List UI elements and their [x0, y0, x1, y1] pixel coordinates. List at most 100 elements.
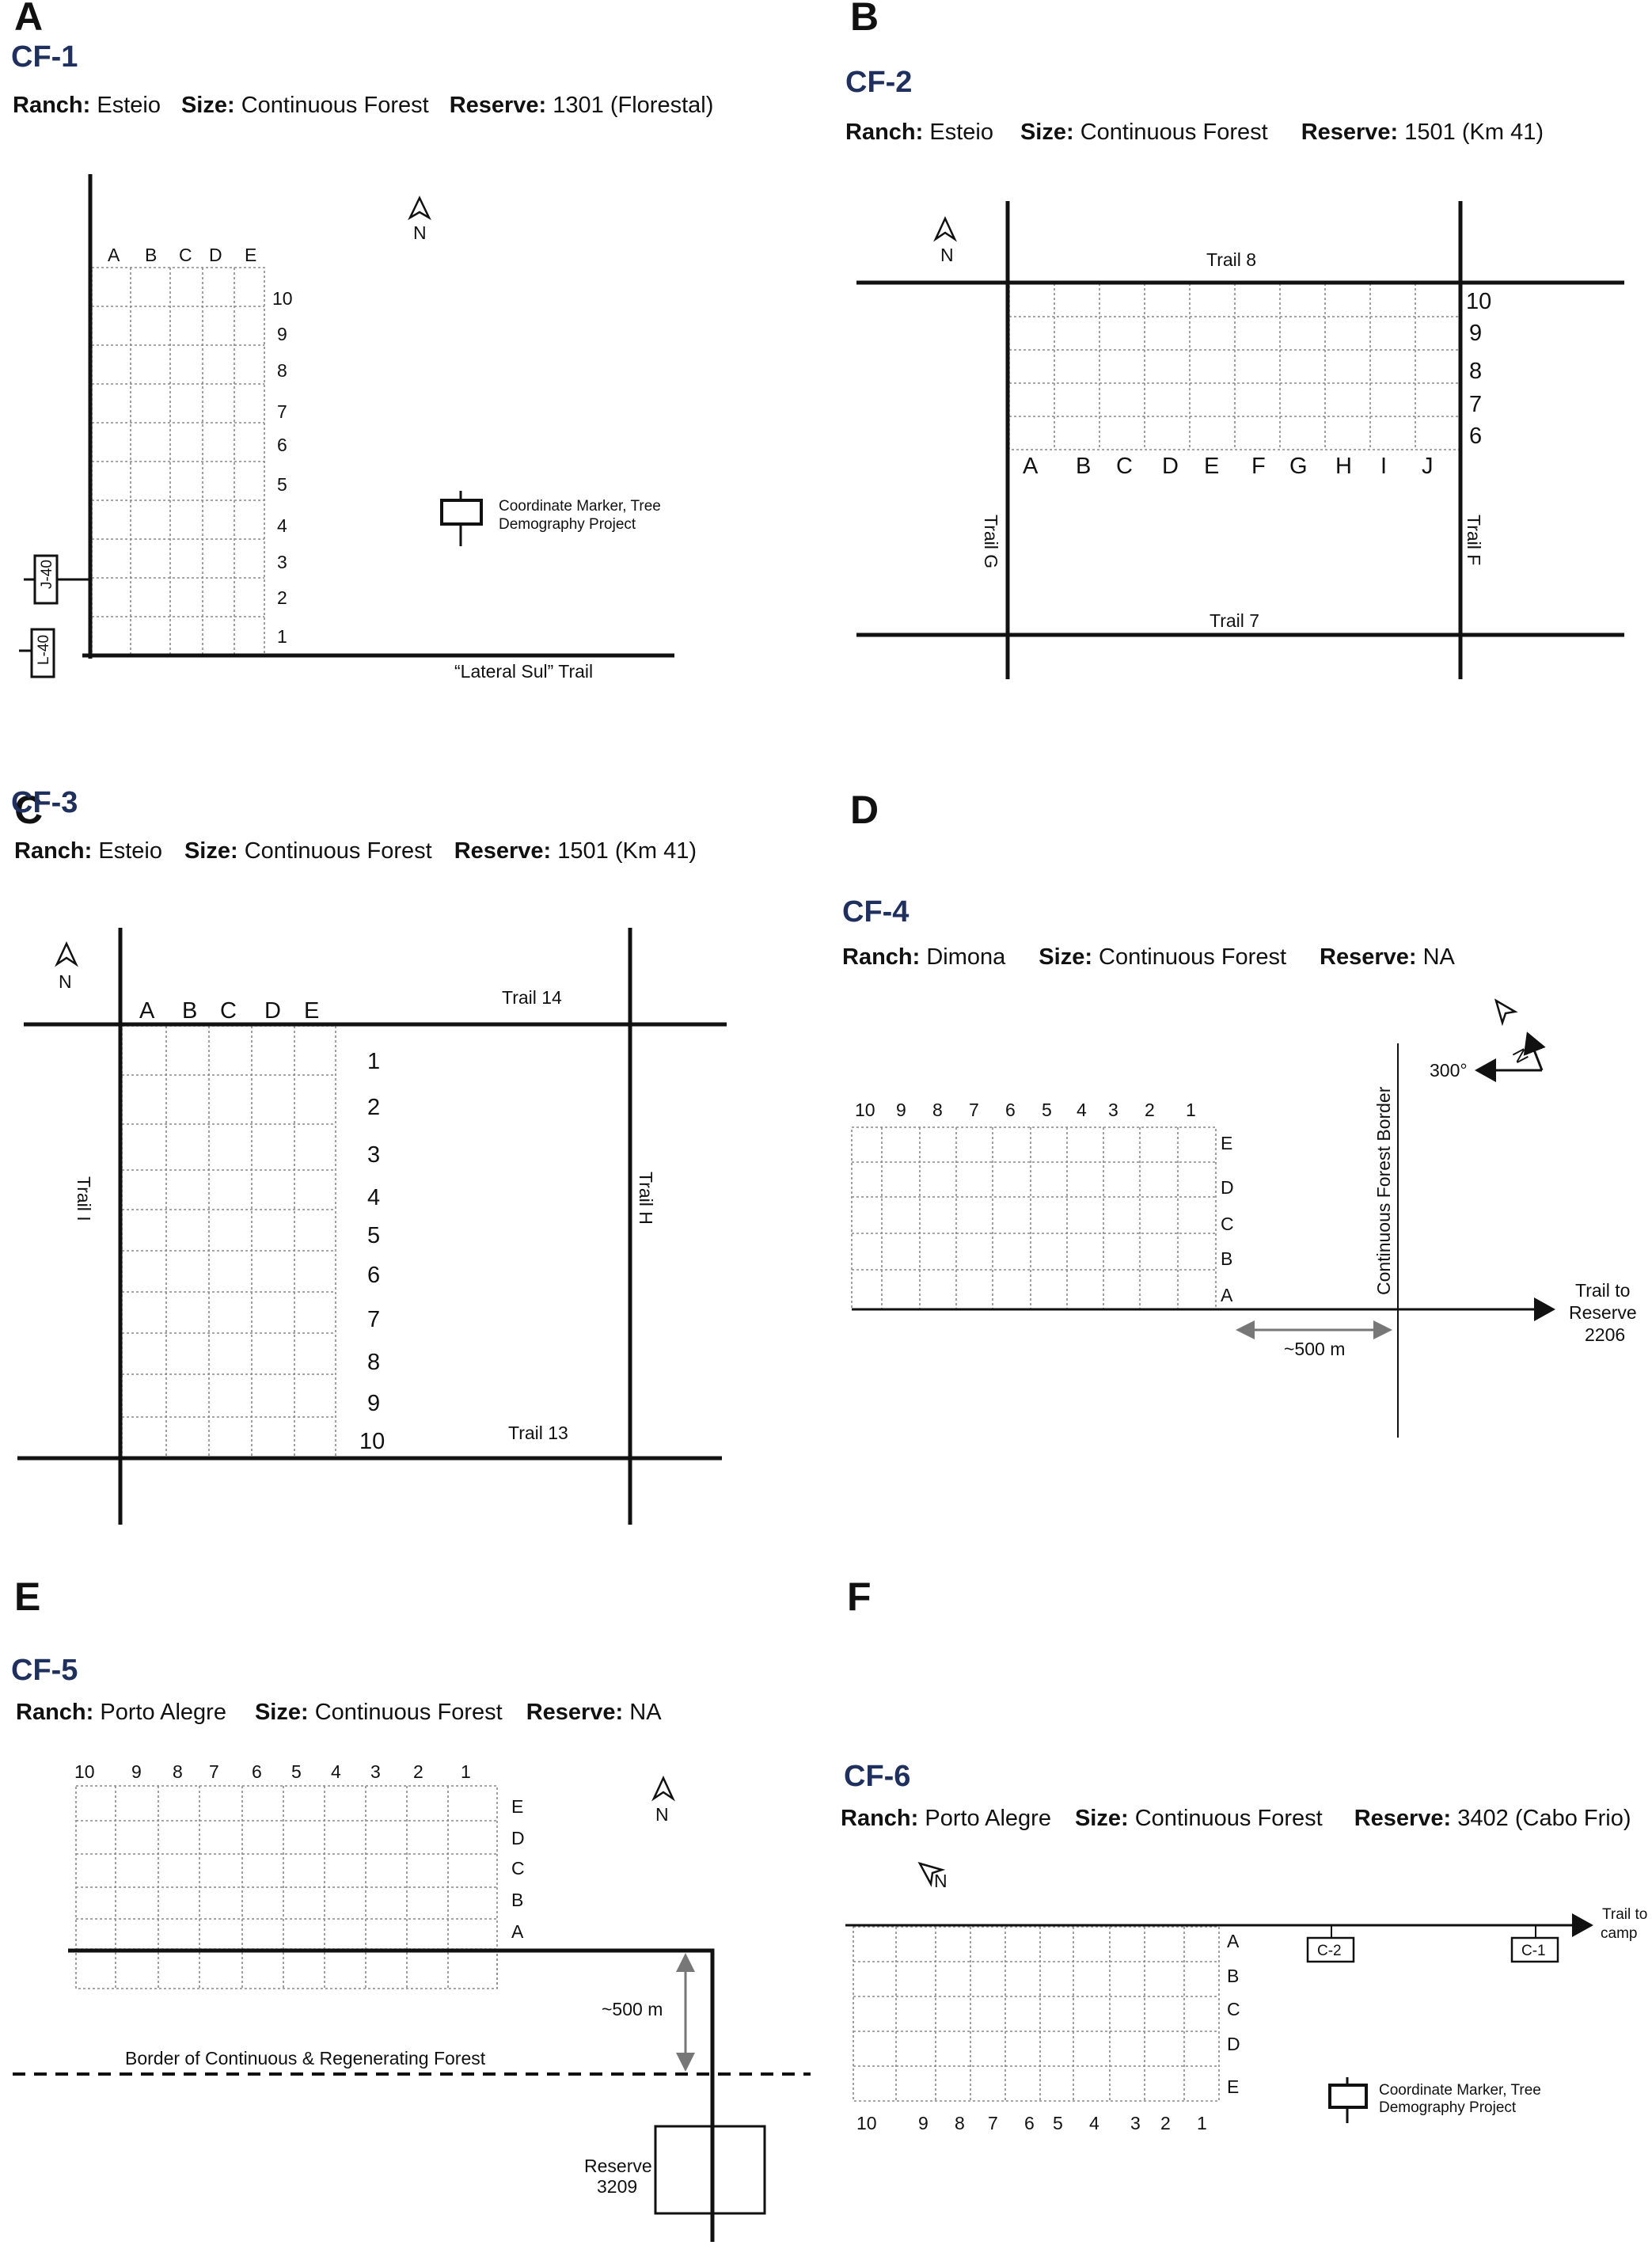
column-label: D [264, 998, 281, 1024]
coordinate-marker-c1: C-1 [1510, 1925, 1559, 1963]
reserve-label: Reserve [584, 2156, 652, 2176]
distance-label: ~500 m [1284, 1339, 1345, 1359]
reserve-label: 3209 [597, 2176, 637, 2197]
row-label: 10 [1466, 289, 1491, 314]
north-arrow-icon [917, 1861, 946, 1887]
column-label: 1 [1186, 1100, 1196, 1120]
north-arrow-icon [55, 941, 78, 967]
trail-label: “Lateral Sul” Trail [454, 661, 593, 682]
row-label: C [1227, 1999, 1240, 2019]
north-bearing-arrow-icon [1523, 1031, 1546, 1071]
panel-letter: D [850, 788, 879, 832]
north-arrow: N [933, 216, 957, 265]
plot-title: CF-1 [11, 40, 78, 74]
trail-label: Trail to [1575, 1280, 1630, 1301]
legend-text: Demography Project [1379, 2099, 1517, 2116]
column-labels: 10 9 8 7 6 5 4 3 2 1 [74, 1761, 471, 1782]
row-labels: 1 2 3 4 5 6 7 8 9 10 [359, 1049, 385, 1454]
plot-title: CF-2 [845, 66, 912, 99]
column-label: 9 [131, 1761, 142, 1782]
row-label: 8 [277, 360, 287, 381]
column-label: 7 [988, 2113, 998, 2133]
panel-e: E CF-5 Ranch: Porto Alegre Size: Continuo… [11, 1575, 811, 2242]
north-arrow: N [651, 1776, 675, 1825]
column-labels: A B C D E [108, 245, 256, 265]
north-label: N [59, 971, 72, 992]
column-labels: A B C D E F G H I J [1023, 454, 1434, 479]
row-label: 2 [277, 587, 287, 608]
column-label: 9 [918, 2113, 929, 2133]
column-label: H [1335, 454, 1352, 479]
plot-grid [851, 1126, 1217, 1310]
column-label: E [304, 998, 319, 1024]
row-label: 3 [277, 552, 287, 572]
column-label: 8 [932, 1100, 943, 1120]
coordinate-marker-icon [1328, 2077, 1368, 2123]
column-label: 1 [461, 1761, 471, 1782]
border-label: Border of Continuous & Regenerating Fore… [125, 2048, 486, 2069]
row-label: 1 [367, 1049, 380, 1074]
row-label: D [511, 1828, 525, 1848]
column-label: B [145, 245, 157, 265]
column-label: 5 [1053, 2113, 1063, 2133]
column-label: B [182, 998, 197, 1024]
row-label: 4 [367, 1185, 380, 1210]
row-label: A [1221, 1285, 1233, 1305]
panel-letter: E [14, 1575, 40, 1619]
legend: Coordinate Marker, Tree Demography Proje… [1328, 2077, 1541, 2123]
row-label: 9 [1469, 321, 1482, 346]
row-labels: A B C D E [1227, 1931, 1240, 2097]
row-label: C [1221, 1214, 1234, 1234]
column-label: B [1076, 454, 1091, 479]
column-label: J [1422, 454, 1434, 479]
column-label: G [1289, 454, 1308, 479]
row-label: 9 [367, 1391, 380, 1416]
legend-text: Demography Project [499, 516, 636, 533]
panel-b: B CF-2 Ranch: Esteio Size: Continuous For… [845, 0, 1624, 679]
column-label: A [1023, 454, 1039, 479]
trail-label: Trail 14 [502, 987, 562, 1008]
north-label: N [413, 222, 427, 243]
plot-grid [121, 1025, 336, 1459]
row-labels: 10 9 8 7 6 5 4 3 2 1 [272, 288, 293, 647]
row-label: 7 [367, 1307, 380, 1332]
north-label: N [1509, 1045, 1533, 1066]
column-label: 5 [291, 1761, 302, 1782]
reserve-box [654, 2125, 766, 2215]
north-arrow-icon [933, 216, 957, 242]
north-arrow [1494, 998, 1518, 1027]
panel-a: A CF-1 Ranch: Esteio Size: Continuous For… [11, 0, 713, 682]
column-label: 6 [1005, 1100, 1016, 1120]
trail-label: Trail F [1464, 515, 1484, 565]
column-label: 7 [969, 1100, 979, 1120]
row-label: B [511, 1890, 523, 1910]
trail-label: camp [1601, 1925, 1637, 1942]
panel-d: D CF-4 Ranch: Dimona Size: Continuous For… [842, 788, 1637, 1438]
column-label: E [245, 245, 256, 265]
north-arrow: N [917, 1861, 948, 1891]
north-arrow-icon [651, 1776, 675, 1802]
column-label: 3 [1130, 2113, 1141, 2133]
trail-label: 2206 [1585, 1324, 1625, 1345]
column-labels: A B C D E [139, 998, 319, 1024]
trail-label: Reserve [1569, 1302, 1637, 1323]
column-label: C [220, 998, 237, 1024]
column-label: 5 [1042, 1100, 1052, 1120]
column-label: 10 [74, 1761, 95, 1782]
column-label: A [139, 998, 155, 1024]
row-label: 1 [277, 626, 287, 647]
plot-title: CF-5 [11, 1654, 78, 1687]
column-label: 6 [1024, 2113, 1035, 2133]
north-arrow: N [408, 196, 431, 243]
column-label: 10 [856, 2113, 877, 2133]
row-label: 8 [1469, 359, 1482, 384]
column-label: D [1162, 454, 1179, 479]
column-label: A [108, 245, 120, 265]
marker-label: C-2 [1317, 1943, 1342, 1959]
column-label: 10 [855, 1100, 875, 1120]
panel-letter: C [14, 788, 43, 832]
plot-header: Ranch: Porto Alegre Size: Continuous Fore… [16, 1700, 662, 1725]
column-label: 2 [1145, 1100, 1155, 1120]
north-arrow: N [55, 941, 78, 992]
